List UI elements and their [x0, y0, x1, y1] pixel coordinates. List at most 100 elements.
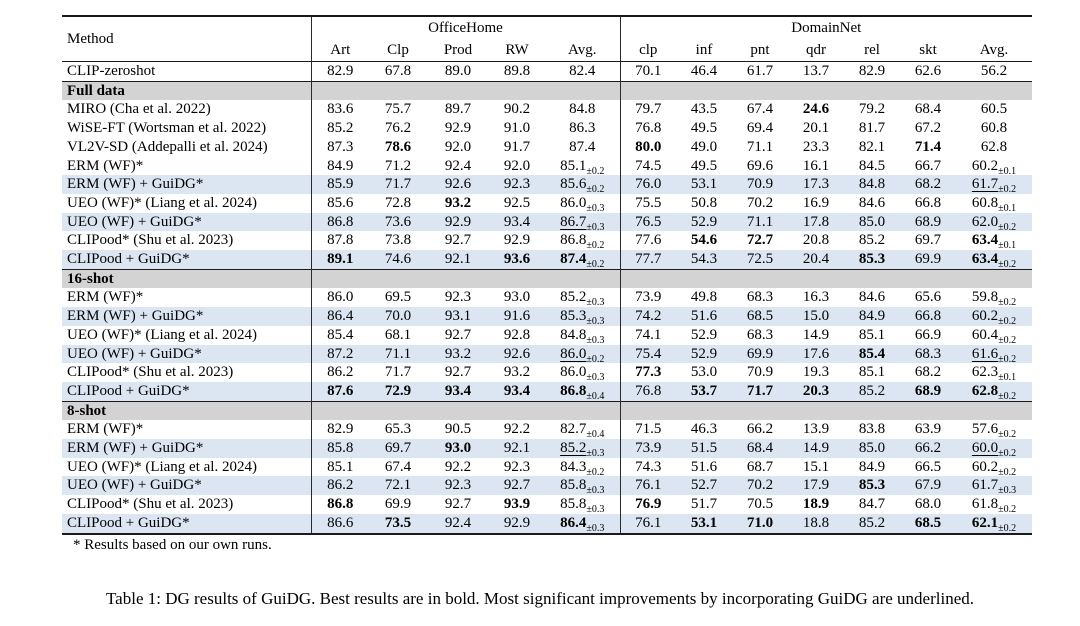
cell-std: ±0.2 — [998, 316, 1017, 328]
method-name: CLIPood* (Shu et al. 2023) — [67, 496, 234, 513]
cell-value: 62.8 — [971, 382, 999, 399]
cell-value: 85.2 — [327, 120, 354, 137]
data-cell: 13.7 — [788, 62, 844, 82]
data-cell: 86.4 — [310, 307, 369, 326]
cell-value: 70.1 — [635, 63, 662, 79]
data-cell: 82.7±0.4 — [545, 420, 620, 440]
cell-value: 85.3 — [858, 477, 886, 494]
group-header-domainnet: DomainNet — [619, 16, 1033, 39]
data-cell: 85.3 — [844, 476, 900, 496]
cell-value: 62.6 — [914, 63, 942, 79]
cell-value: 74.3 — [635, 458, 662, 475]
cell-std: ±0.3 — [586, 334, 605, 346]
cell-value: 92.8 — [503, 326, 531, 343]
cell-value: 61.7 — [971, 176, 999, 193]
table-footnote: * Results based on our own runs. — [73, 536, 272, 553]
data-cell: 85.6 — [310, 193, 369, 213]
data-cell: 70.9 — [732, 363, 788, 382]
cell-value: 83.8 — [858, 421, 886, 438]
data-cell: 49.5 — [676, 157, 732, 176]
cell-value: 14.9 — [802, 440, 830, 457]
data-cell: 85.8±0.3 — [545, 495, 620, 515]
data-cell: 60.5 — [956, 100, 1032, 119]
cell-value: 87.6 — [327, 382, 354, 399]
cell-value: 87.2 — [327, 345, 354, 362]
data-cell: 73.9 — [619, 439, 676, 458]
cell-value: 84.5 — [858, 157, 886, 174]
data-cell: 73.9 — [619, 288, 676, 308]
cell-value: 86.3 — [569, 120, 596, 137]
data-cell: 52.9 — [676, 326, 732, 345]
data-cell: 79.7 — [619, 100, 676, 120]
empty-cell — [900, 268, 956, 289]
table-row: ERM (WF) + GuiDG* 85.9 71.7 92.6 92.3 85.6±0.… — [62, 175, 1033, 195]
data-cell: 73.6 — [369, 212, 427, 232]
section-row: Full data — [62, 80, 1033, 101]
data-cell: 66.2 — [900, 439, 956, 458]
cell-value: 13.9 — [802, 421, 830, 438]
cell-value: 82.9 — [327, 421, 354, 438]
cell-value: 70.5 — [746, 496, 774, 513]
data-cell: 86.0±0.3 — [545, 363, 620, 383]
cell-value: 85.1 — [858, 364, 886, 381]
method-name: ERM (WF) + GuiDG* — [62, 439, 311, 458]
cell-value: 86.2 — [327, 477, 354, 494]
empty-cell — [844, 400, 900, 421]
cell-value: 69.9 — [746, 345, 774, 362]
data-cell: 16.3 — [788, 288, 844, 307]
cell-value: 19.3 — [802, 364, 830, 381]
method-name: CLIP-zeroshot — [67, 63, 156, 79]
cell-value: 66.2 — [914, 440, 942, 457]
data-cell: 92.7 — [427, 326, 489, 345]
table-row: ERM (WF) + GuiDG* 85.8 69.7 93.0 92.1 85.2±0.… — [62, 439, 1033, 459]
data-cell: 84.6 — [844, 288, 900, 307]
data-cell: 65.6 — [900, 288, 956, 307]
cell-value: 62.3 — [971, 364, 999, 381]
data-cell: 15.1 — [788, 458, 844, 477]
data-cell: 85.4 — [310, 325, 369, 345]
data-cell: 79.2 — [844, 100, 900, 119]
data-cell: 51.6 — [676, 458, 732, 477]
data-cell: 20.4 — [788, 250, 844, 270]
method-name: UEO (WF) + GuiDG* — [62, 212, 311, 232]
cell-value: 92.9 — [503, 232, 531, 249]
data-cell: 92.9 — [427, 212, 489, 232]
cell-value: 84.7 — [858, 496, 886, 513]
cell-value: 62.0 — [971, 213, 999, 230]
data-cell: 93.4 — [489, 381, 545, 402]
data-cell: 76.8 — [619, 119, 676, 138]
section-label: 8-shot — [62, 400, 311, 421]
cell-value: 75.7 — [384, 101, 412, 118]
cell-value: 74.2 — [635, 308, 662, 325]
cell-value: 51.6 — [690, 308, 718, 325]
column-header-rw: RW — [489, 39, 545, 62]
data-cell: 53.1 — [676, 513, 732, 535]
cell-std: ±0.2 — [998, 466, 1017, 478]
data-cell: 69.4 — [732, 119, 788, 138]
empty-cell — [676, 80, 732, 101]
data-cell: 85.6±0.2 — [545, 175, 620, 195]
group-header-officehome: OfficeHome — [310, 16, 620, 39]
empty-cell — [788, 268, 844, 289]
cell-value: 84.9 — [858, 308, 886, 325]
cell-value: 68.4 — [746, 440, 774, 457]
cell-value: 85.1 — [560, 157, 587, 174]
cell-std: ±0.2 — [586, 165, 605, 177]
cell-value: 68.9 — [914, 382, 942, 399]
data-cell: 77.3 — [619, 363, 676, 382]
data-cell: 92.9 — [489, 513, 545, 535]
method-name: ERM (WF)* — [67, 289, 144, 306]
cell-value: 72.7 — [746, 232, 774, 249]
empty-cell — [369, 80, 427, 101]
data-cell: 71.7 — [369, 175, 427, 194]
data-cell: 69.9 — [900, 250, 956, 270]
data-cell: 63.4±0.2 — [956, 250, 1033, 270]
method-name: UEO (WF)* (Liang et al. 2024) — [67, 458, 257, 475]
cell-value: 92.2 — [503, 421, 531, 438]
cell-value: 71.4 — [914, 138, 942, 155]
data-cell: 20.1 — [788, 119, 844, 138]
cell-value: 93.4 — [444, 382, 472, 399]
cell-value: 85.8 — [327, 440, 354, 457]
cell-std: ±0.2 — [998, 390, 1017, 402]
method-name: ERM (WF)* — [67, 421, 144, 438]
